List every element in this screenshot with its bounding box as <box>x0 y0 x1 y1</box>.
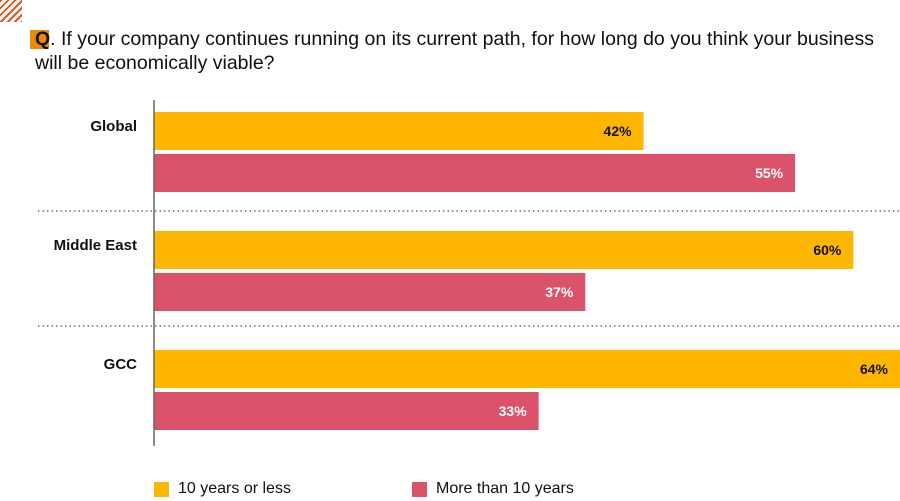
bar-value-label: 33% <box>499 403 528 419</box>
legend-swatch-series-1 <box>154 481 169 497</box>
legend-item-series-1: 10 years or less <box>154 480 291 498</box>
bar-value-label: 42% <box>604 123 633 139</box>
question-marker <box>30 30 49 49</box>
bar <box>154 392 539 430</box>
category-label: Global <box>90 118 137 135</box>
bar <box>154 350 900 388</box>
category-label: Middle East <box>54 237 137 254</box>
bar <box>154 112 644 150</box>
bar-value-label: 60% <box>813 242 842 258</box>
bar <box>154 273 586 311</box>
legend-label-series-1: 10 years or less <box>178 480 291 497</box>
category-label: GCC <box>104 356 138 373</box>
bar <box>154 231 854 269</box>
bar <box>154 154 796 192</box>
chart-question: Q. If your company continues running on … <box>35 27 895 75</box>
bar-value-label: 64% <box>860 361 889 377</box>
question-text: . If your company continues running on i… <box>35 28 874 74</box>
bar-chart: Global 42% 55% Middle East 60% 37% GCC 64% 33% <box>38 100 900 446</box>
legend-swatch-series-2 <box>412 481 427 497</box>
bar-value-label: 37% <box>545 284 574 300</box>
decorative-hatch <box>0 0 22 22</box>
legend-label-series-2: More than 10 years <box>436 480 574 497</box>
question-prefix: Q <box>35 28 51 50</box>
bar-value-label: 55% <box>755 165 784 181</box>
legend-item-series-2: More than 10 years <box>412 480 574 498</box>
